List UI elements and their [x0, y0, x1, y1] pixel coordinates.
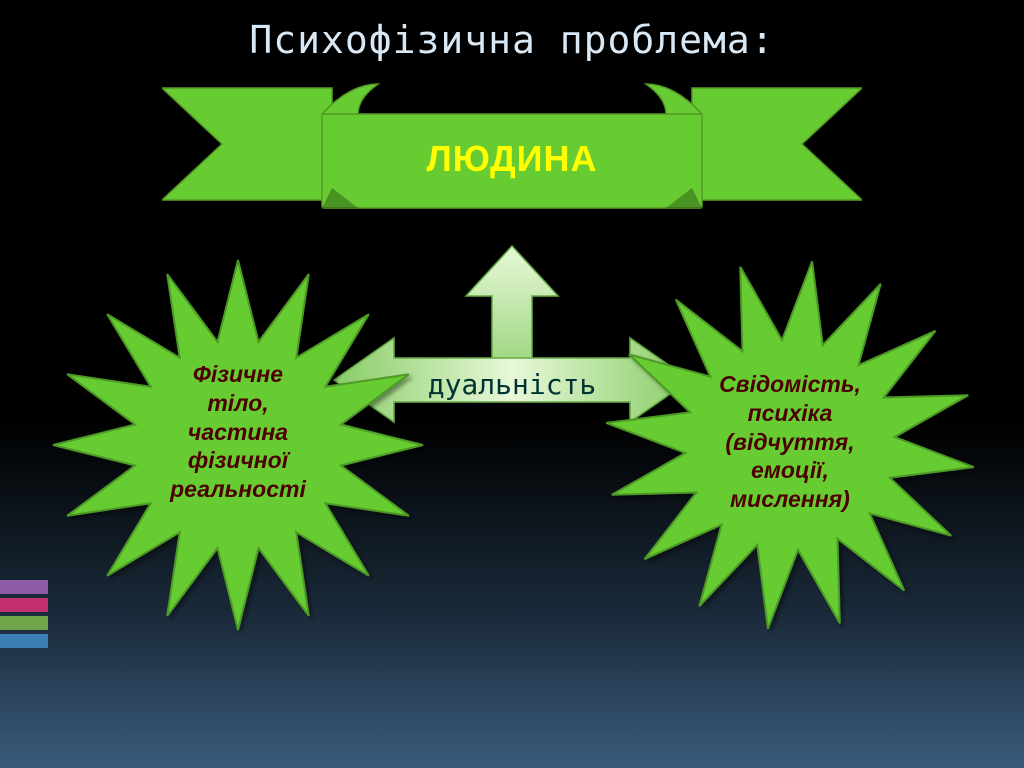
accent-bar [0, 598, 48, 612]
star-left-label: Фізичне тіло, частина фізичної реальност… [138, 360, 338, 504]
slide-title: Психофізична проблема: [0, 18, 1024, 62]
sidebar-accent [0, 580, 48, 652]
accent-bar [0, 580, 48, 594]
banner-label: ЛЮДИНА [426, 138, 597, 180]
star-right-label: Свідомість, психіка (відчуття, емоції, м… [690, 370, 890, 514]
accent-bar [0, 634, 48, 648]
accent-bar [0, 616, 48, 630]
duality-label: дуальність [428, 368, 597, 401]
